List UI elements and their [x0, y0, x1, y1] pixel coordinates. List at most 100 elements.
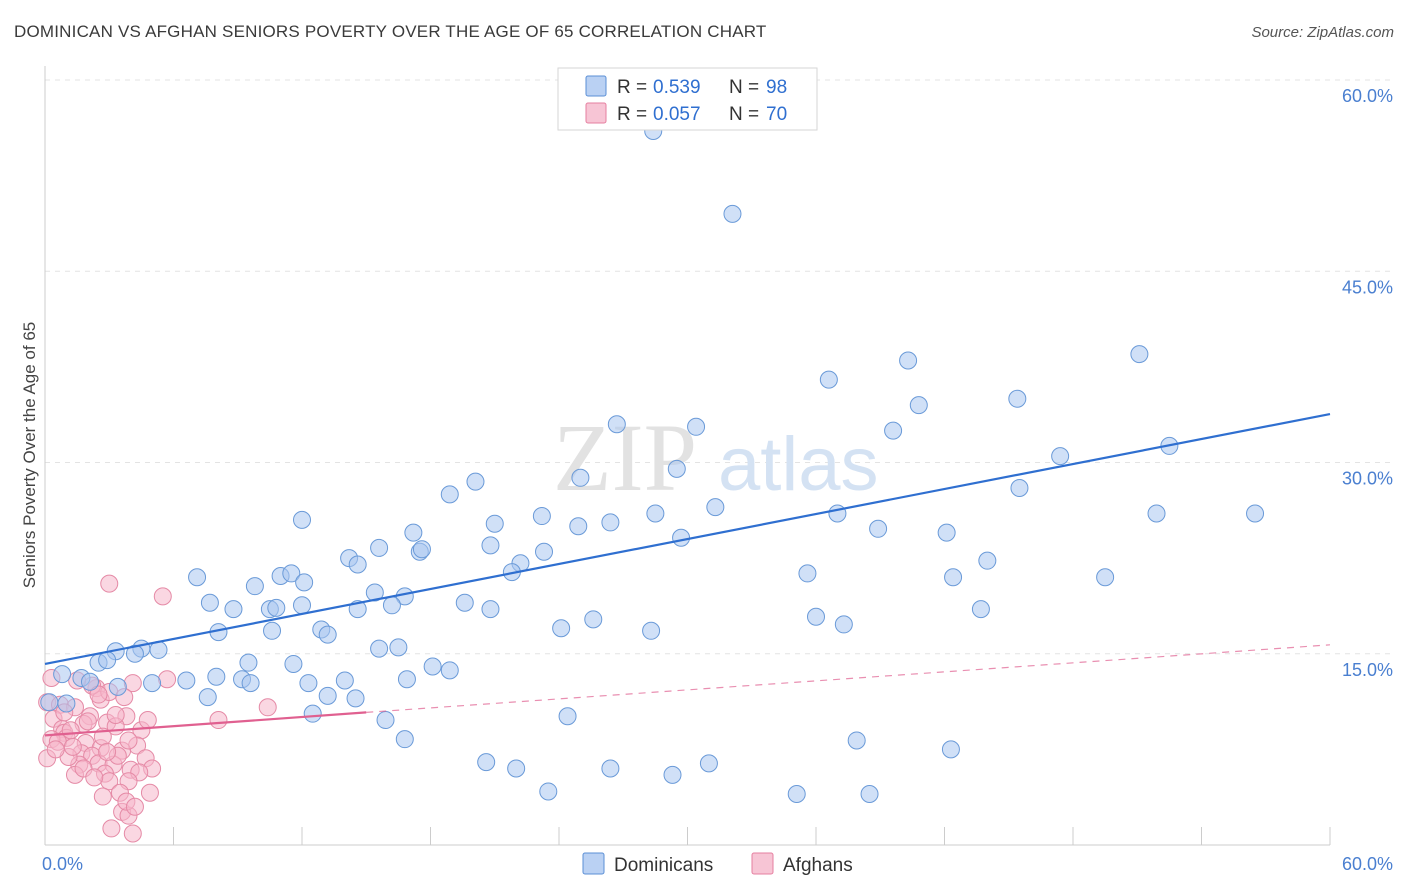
- dominicans-point-111: [941, 740, 960, 759]
- watermark-atlas: atlas: [718, 422, 879, 507]
- bottom-legend-swatch-afghans: [751, 852, 774, 875]
- dominicans-point-42: [944, 568, 963, 587]
- dominicans-point-95: [346, 689, 365, 708]
- x-tick-labels: 0.0% 60.0%: [42, 854, 1393, 874]
- afghans-point-1: [153, 587, 172, 606]
- dominicans-point-82: [207, 667, 226, 686]
- afghans-point-46: [123, 824, 142, 843]
- dominicans-point-62: [584, 610, 603, 629]
- dominicans-point-91: [143, 674, 162, 693]
- dominicans-point-25: [1147, 504, 1166, 523]
- series-afghans-points: [38, 574, 277, 843]
- afghans-point-67: [46, 740, 65, 759]
- legend-box: R = 0.539 N = 98 R = 0.057 N = 70: [557, 67, 818, 131]
- dominicans-point-108: [539, 782, 558, 801]
- dominicans-point-92: [177, 671, 196, 690]
- afghans-point-69: [119, 731, 138, 750]
- dominicans-point-47: [188, 568, 207, 587]
- afghans-point-66: [61, 721, 80, 740]
- afghans-trend-line: [44, 711, 367, 737]
- dominicans-point-57: [267, 598, 286, 617]
- dominicans-point-105: [507, 759, 526, 778]
- dominicans-point-5: [1130, 345, 1149, 364]
- dominicans-point-107: [663, 765, 682, 784]
- dominicans-point-109: [787, 785, 806, 803]
- dominicans-point-24: [1010, 479, 1029, 497]
- legend-r-label-0: R =: [617, 77, 647, 98]
- dominicans-point-68: [834, 615, 853, 634]
- watermark: ZIP atlas: [553, 404, 879, 511]
- afghans-point-54: [78, 712, 97, 731]
- dominicans-point-99: [303, 704, 322, 723]
- y-tick-labels: 15.0% 30.0% 45.0% 60.0%: [1342, 86, 1393, 680]
- dominicans-point-64: [263, 621, 282, 640]
- dominicans-point-70: [389, 638, 408, 657]
- legend-n-label-0: N =: [729, 77, 759, 98]
- legend-swatch-dominicans: [585, 75, 607, 97]
- dominicans-point-67: [552, 619, 571, 638]
- dominicans-point-15: [440, 485, 459, 504]
- dominicans-point-86: [397, 670, 416, 689]
- dominicans-point-37: [348, 555, 367, 574]
- legend-n-label-1: N =: [729, 104, 759, 125]
- bottom-legend: Dominicans Afghans: [582, 852, 853, 876]
- dominicans-point-112: [699, 754, 718, 773]
- dominicans-point-23: [828, 504, 847, 523]
- dominicans-point-13: [466, 472, 485, 491]
- legend-r-value-0: 0.539: [653, 77, 701, 98]
- dominicans-point-75: [98, 651, 117, 670]
- watermark-zip: ZIP: [553, 404, 697, 511]
- axes: [44, 66, 1331, 846]
- afghans-point-65: [125, 797, 144, 816]
- dominicans-point-110: [860, 785, 879, 803]
- legend-n-value-0: 98: [766, 77, 787, 98]
- afghans-point-63: [85, 768, 104, 787]
- afghans-point-10: [209, 711, 228, 730]
- dominicans-point-46: [295, 573, 314, 592]
- bottom-legend-swatch-dominicans: [582, 852, 605, 875]
- legend-r-label-1: R =: [617, 104, 647, 125]
- dominicans-point-58: [293, 596, 311, 615]
- dominicans-point-79: [284, 654, 303, 673]
- dominicans-point-85: [335, 671, 354, 690]
- dominicans-point-19: [532, 507, 551, 526]
- dominicans-point-20: [569, 517, 588, 536]
- dominicans-point-89: [80, 672, 99, 691]
- dominicans-point-33: [293, 510, 311, 529]
- trend-lines: [44, 412, 1331, 737]
- dominicans-point-97: [40, 693, 59, 712]
- dominicans-point-69: [642, 621, 661, 640]
- y-axis-label: Seniors Poverty Over the Age of 65: [20, 322, 39, 588]
- dominicans-point-54: [382, 596, 401, 615]
- dominicans-point-22: [706, 498, 725, 517]
- legend-r-value-1: 0.057: [653, 104, 701, 125]
- dominicans-point-11: [1051, 447, 1070, 466]
- dominicans-point-32: [937, 523, 956, 542]
- dominicans-point-38: [412, 540, 431, 559]
- dominicans-point-2: [899, 351, 918, 370]
- afghans-point-68: [89, 685, 108, 704]
- afghans-point-0: [100, 574, 119, 593]
- x-tick-label-1: 60.0%: [1342, 854, 1393, 874]
- chart-title: DOMINICAN VS AFGHAN SENIORS POVERTY OVER…: [14, 22, 767, 41]
- dominicans-point-106: [601, 759, 620, 778]
- dominicans-point-87: [53, 665, 72, 684]
- dominicans-point-31: [978, 551, 997, 570]
- dominicans-point-56: [224, 600, 243, 619]
- dominicans-point-9: [687, 417, 706, 436]
- dominicans-point-30: [672, 528, 691, 547]
- afghans-point-2: [158, 670, 177, 689]
- dominicans-point-94: [318, 686, 337, 705]
- dominicans-point-21: [485, 514, 504, 533]
- afghans-point-45: [102, 819, 121, 838]
- gridlines: [45, 79, 1395, 655]
- dominicans-point-104: [477, 753, 496, 772]
- dominicans-point-41: [798, 564, 817, 583]
- legend-n-value-1: 70: [766, 104, 787, 125]
- dominicans-point-48: [245, 577, 264, 596]
- dominicans-point-103: [376, 711, 395, 730]
- y-tick-label-2: 45.0%: [1342, 277, 1393, 297]
- dominicans-point-17: [646, 504, 665, 523]
- y-tick-label-3: 60.0%: [1342, 86, 1393, 106]
